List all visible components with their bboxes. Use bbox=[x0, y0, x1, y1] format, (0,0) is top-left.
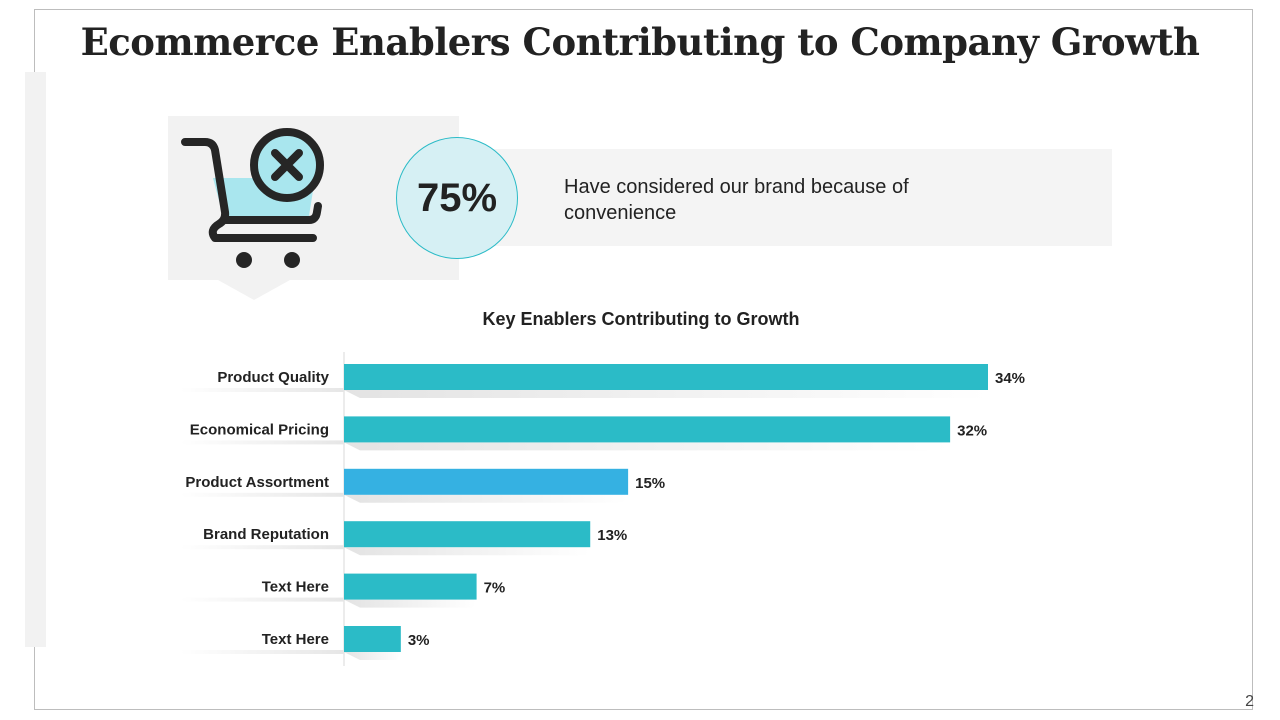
stat-panel bbox=[458, 149, 1112, 246]
bar bbox=[344, 573, 477, 600]
category-label-underline bbox=[180, 388, 344, 392]
category-label-underline bbox=[180, 545, 344, 550]
stat-value-circle: 75% bbox=[396, 137, 518, 259]
bar-shadow bbox=[344, 547, 591, 556]
category-label: Text Here bbox=[262, 631, 329, 648]
bar-value-label: 7% bbox=[484, 580, 506, 597]
page-title: Ecommerce Enablers Contributing to Compa… bbox=[80, 20, 1200, 64]
bar-shadow bbox=[344, 599, 477, 608]
bar bbox=[344, 521, 591, 548]
category-label: Text Here bbox=[262, 579, 329, 596]
bar bbox=[344, 468, 629, 495]
category-label-underline bbox=[180, 597, 344, 602]
chart-title: Key Enablers Contributing to Growth bbox=[482, 309, 800, 329]
bar-value-label: 32% bbox=[957, 422, 987, 439]
bar bbox=[344, 416, 951, 443]
category-label-underline bbox=[180, 492, 344, 497]
category-label-underline bbox=[180, 650, 344, 654]
bar-value-label: 13% bbox=[597, 527, 627, 544]
category-label: Brand Reputation bbox=[203, 526, 329, 543]
bar-shadow bbox=[344, 390, 988, 398]
bar bbox=[344, 626, 401, 652]
category-label: Economical Pricing bbox=[190, 421, 329, 438]
category-label-underline bbox=[180, 440, 344, 445]
icon-box-pointer bbox=[218, 280, 290, 300]
bar bbox=[344, 364, 988, 390]
bar-value-label: 34% bbox=[995, 370, 1025, 387]
stat-description: Have considered our brand because of con… bbox=[564, 176, 909, 224]
bar-value-label: 15% bbox=[635, 475, 665, 492]
bar-shadow bbox=[344, 652, 401, 660]
category-label: Product Assortment bbox=[185, 474, 329, 491]
bar-value-label: 3% bbox=[408, 632, 430, 649]
bar-shadow bbox=[344, 442, 951, 451]
category-label: Product Quality bbox=[217, 369, 329, 386]
stat-value: 75% bbox=[416, 175, 498, 220]
page-number: 2 bbox=[1245, 693, 1254, 710]
bar-shadow bbox=[344, 494, 629, 503]
shopping-cart-remove-icon bbox=[181, 128, 324, 268]
side-strip bbox=[25, 72, 46, 647]
